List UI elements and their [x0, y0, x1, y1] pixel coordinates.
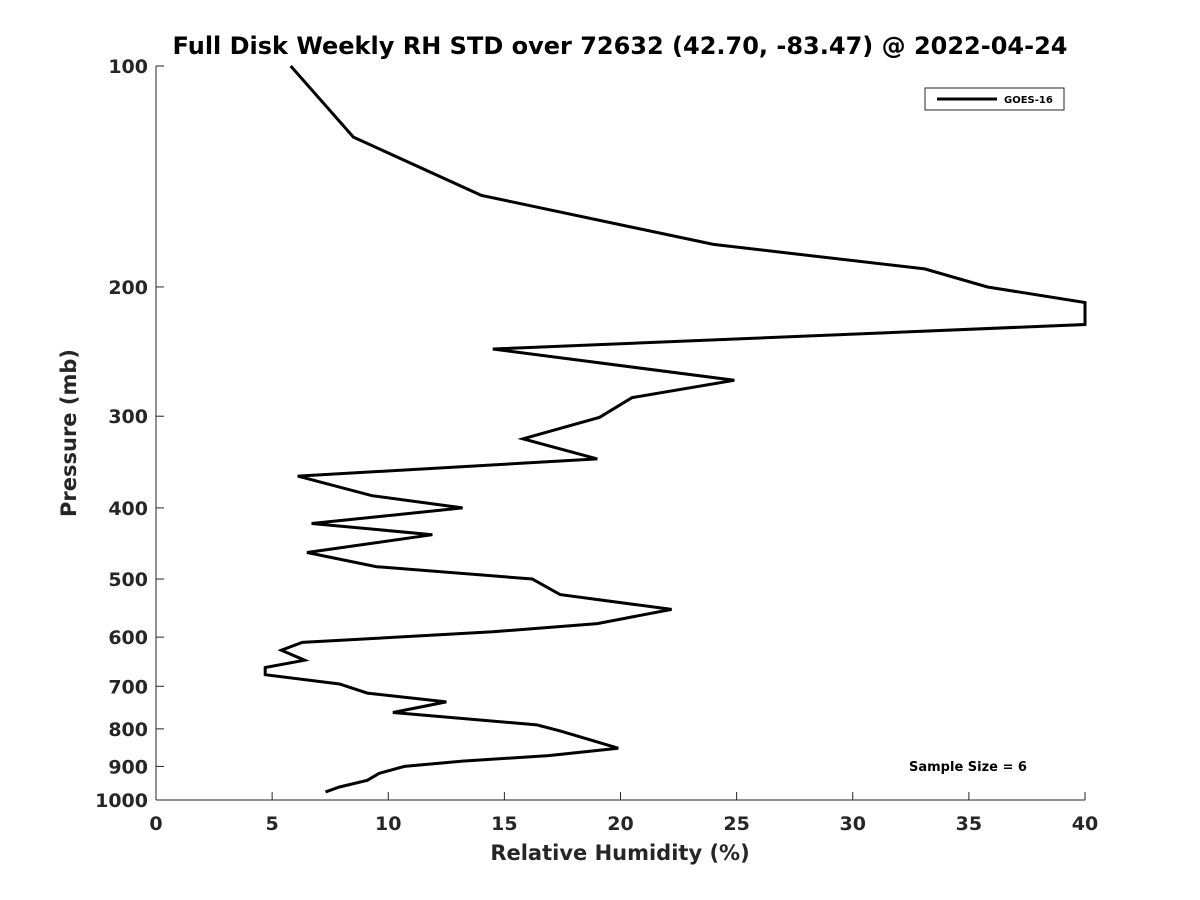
x-tick-label: 30 [840, 813, 866, 835]
legend: GOES-16 [924, 87, 1065, 111]
x-axis-label: Relative Humidity (%) [490, 841, 749, 865]
legend-label: GOES-16 [1004, 95, 1053, 106]
x-tick-label: 40 [1072, 813, 1098, 835]
x-ticks: 0 5 10 15 20 25 30 35 40 [149, 792, 1098, 835]
y-tick-label: 300 [108, 406, 148, 428]
x-tick-label: 15 [491, 813, 517, 835]
x-tick-label: 5 [266, 813, 279, 835]
x-tick-label: 20 [607, 813, 633, 835]
x-tick-label: 0 [149, 813, 162, 835]
x-tick-label: 10 [375, 813, 401, 835]
y-tick-label: 600 [108, 627, 148, 649]
y-ticks: 100 200 300 400 500 600 700 800 900 1000 [95, 56, 164, 812]
series-layer [263, 65, 1087, 794]
y-tick-label: 200 [108, 277, 148, 299]
x-tick-label: 35 [956, 813, 982, 835]
y-tick-label: 400 [108, 498, 148, 520]
y-tick-label: 500 [108, 569, 148, 591]
y-axis-label: Pressure (mb) [57, 349, 81, 517]
y-tick-label: 100 [108, 56, 148, 78]
y-tick-label: 800 [108, 719, 148, 741]
y-tick-label: 900 [108, 756, 148, 778]
chart-title: Full Disk Weekly RH STD over 72632 (42.7… [173, 32, 1068, 60]
x-tick-label: 25 [723, 813, 749, 835]
axes [155, 66, 1085, 801]
y-tick-label: 700 [108, 676, 148, 698]
y-tick-label: 1000 [95, 790, 148, 812]
series-line-goes-16 [263, 65, 1087, 794]
sample-size-annotation: Sample Size = 6 [909, 760, 1027, 775]
